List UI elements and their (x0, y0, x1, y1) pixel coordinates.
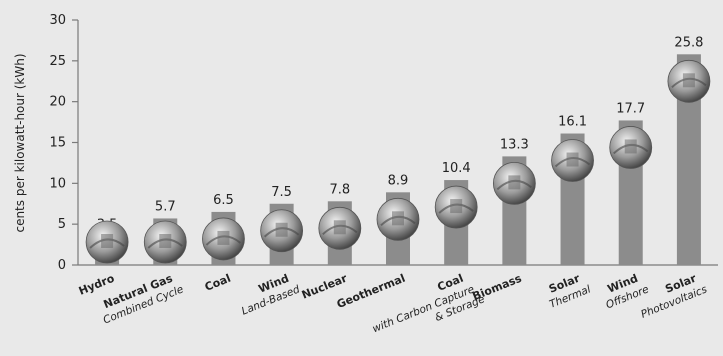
solar-thermal-icon (551, 139, 594, 182)
gas-plant-icon (143, 220, 187, 264)
y-tick-label: 0 (58, 258, 66, 273)
y-tick-label: 15 (49, 136, 66, 151)
x-category-name: Hydro (77, 272, 117, 298)
solar-panel-icon (667, 59, 711, 103)
bar-value-label: 17.7 (616, 101, 645, 116)
nuclear-plant-icon (318, 206, 362, 250)
x-category-label: Coal (203, 272, 233, 294)
bar-value-label: 6.5 (213, 193, 234, 208)
bar-value-label: 7.5 (271, 185, 292, 200)
offshore-wind-icon (609, 126, 653, 169)
y-tick-label: 10 (49, 176, 66, 191)
geothermal-icon (376, 197, 420, 241)
bar-value-label: 13.3 (500, 137, 529, 152)
bar-value-label: 16.1 (558, 115, 587, 130)
bar-value-label: 10.4 (442, 161, 471, 176)
bar-value-label: 7.8 (329, 182, 350, 197)
x-category-label: Biomass (471, 272, 524, 304)
wind-turbine-icon (260, 209, 304, 253)
biomass-icon (492, 161, 536, 205)
x-category-label: Hydro (77, 272, 117, 298)
y-tick-label: 30 (49, 13, 66, 28)
x-category-name: Coal (203, 272, 233, 294)
coal-plant-icon (202, 217, 245, 261)
y-tick-label: 20 (49, 95, 66, 110)
ccs-plant-icon (434, 185, 478, 229)
x-category-name: Biomass (471, 272, 524, 304)
bar-value-label: 8.9 (388, 173, 409, 188)
y-axis-label: cents per kilowatt-hour (kWh) (13, 53, 27, 232)
y-tick-label: 25 (49, 54, 66, 69)
bar-value-label: 5.7 (155, 199, 176, 214)
hydro-dam-icon (85, 220, 129, 264)
y-axis: 0 5 10 15 20 25 30 (49, 13, 718, 273)
bars-group: 3.55.76.57.57.88.910.413.316.117.725.8 (85, 35, 711, 265)
y-tick-label: 5 (58, 217, 66, 232)
bar-value-label: 25.8 (674, 35, 703, 50)
